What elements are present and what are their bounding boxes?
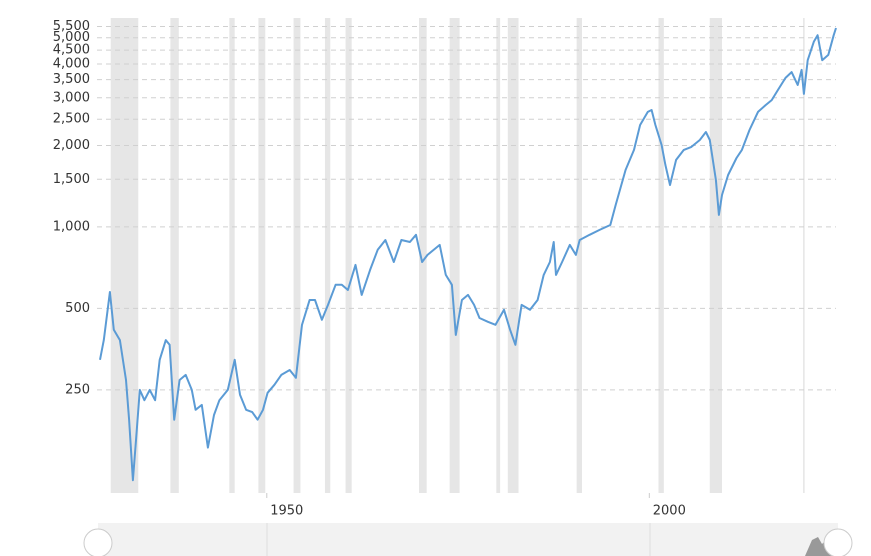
y-tick-label: 3,500 xyxy=(53,72,90,87)
recession-band xyxy=(345,18,352,493)
recession-band xyxy=(709,18,723,493)
y-tick-label: 4,000 xyxy=(53,56,90,71)
recession-band xyxy=(170,18,179,493)
y-tick-label: 500 xyxy=(65,301,90,316)
navigator xyxy=(83,523,853,556)
y-tick-label: 3,000 xyxy=(53,90,90,105)
navigator-handle-right[interactable] xyxy=(823,528,853,556)
recession-band xyxy=(449,18,460,493)
y-tick-label: 2,500 xyxy=(53,112,90,127)
recession-band xyxy=(258,18,266,493)
y-tick-label: 2,000 xyxy=(53,138,90,153)
recession-band xyxy=(229,18,235,493)
y-tick-label: 5,000 xyxy=(53,30,90,45)
x-tick-label: 2000 xyxy=(653,504,686,519)
recession-band xyxy=(803,18,805,493)
y-tick-label: 5,500 xyxy=(53,19,90,34)
y-tick-label: 1,000 xyxy=(53,219,90,234)
x-tick-label: 1950 xyxy=(270,504,303,519)
recession-band xyxy=(496,18,501,493)
y-tick-label: 250 xyxy=(65,382,90,397)
recession-band xyxy=(419,18,427,493)
navigator-track xyxy=(98,523,838,556)
recession-band xyxy=(576,18,582,493)
recession-band xyxy=(324,18,331,493)
series-line xyxy=(99,27,837,482)
recession-band xyxy=(658,18,664,493)
recession-band xyxy=(293,18,301,493)
recession-band xyxy=(110,18,139,493)
navigator-handle-left[interactable] xyxy=(83,528,113,556)
y-tick-label: 1,500 xyxy=(53,172,90,187)
y-tick-label: 4,500 xyxy=(53,43,90,58)
recession-band xyxy=(507,18,519,493)
